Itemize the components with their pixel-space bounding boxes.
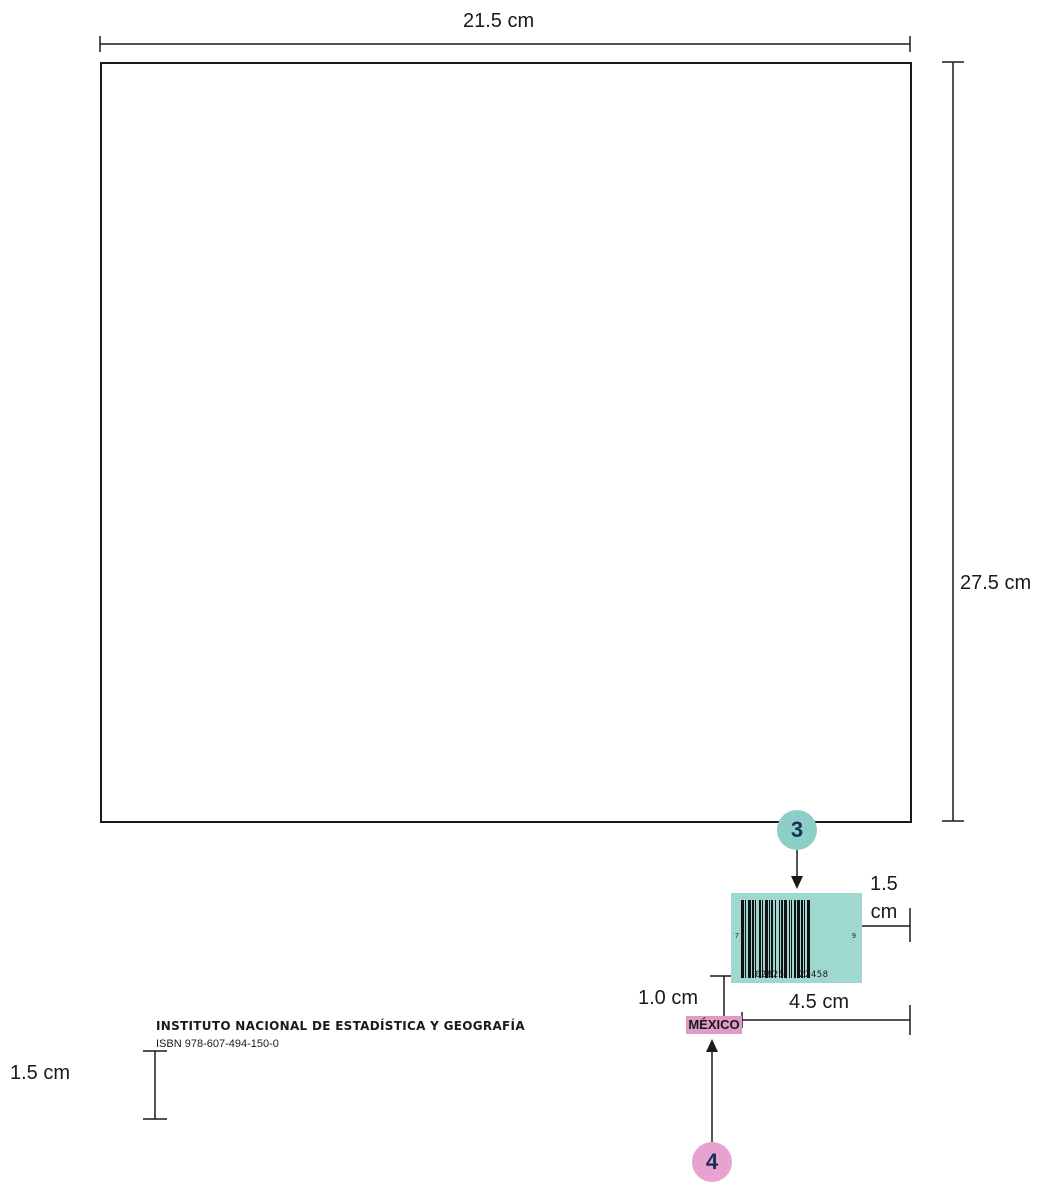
barcode-bar	[807, 900, 810, 978]
barcode-bar	[804, 900, 805, 978]
barcode-bar	[784, 900, 787, 978]
barcode-bar	[781, 900, 783, 978]
barcode-bar	[771, 900, 773, 978]
barcode-number-left: 02825	[755, 970, 785, 980]
barcode-bar	[779, 900, 780, 978]
barcode-bar	[765, 900, 768, 978]
barcode-right-digit: 9	[852, 933, 856, 940]
barcode-left-digit: 7	[735, 933, 739, 940]
barcode-bar	[769, 900, 770, 978]
barcode-bars	[741, 900, 810, 978]
isbn-text: ISBN 978-607-494-150-0	[156, 1038, 279, 1050]
page-frame	[100, 62, 912, 823]
bottom-margin-label: 1.5 cm	[10, 1062, 71, 1084]
mexico-badge: MÉXICO	[686, 1016, 742, 1034]
barcode-gap-label: 1.0 cm	[638, 987, 699, 1009]
institute-name: INSTITUTO NACIONAL DE ESTADÍSTICA Y GEOG…	[156, 1019, 525, 1033]
barcode-bar	[762, 900, 763, 978]
barcode-number-right: 22458	[799, 970, 829, 980]
barcode-right-margin-label: 1.5 cm	[870, 873, 898, 923]
callout-4-badge: 4	[692, 1142, 732, 1182]
barcode-bar	[748, 900, 751, 978]
barcode-bar	[741, 900, 744, 978]
barcode-area: 7 9 02825 22458	[731, 893, 862, 983]
callout-3-arrowhead	[791, 876, 803, 889]
barcode-bar	[745, 900, 746, 978]
barcode-bar	[775, 900, 776, 978]
barcode-bar	[759, 900, 761, 978]
barcode-bar	[797, 900, 800, 978]
barcode-bar	[791, 900, 792, 978]
barcode-bar	[752, 900, 754, 978]
barcode-bar	[801, 900, 803, 978]
height-label: 27.5 cm	[960, 572, 1032, 594]
callout-4-arrowhead	[706, 1039, 718, 1052]
callout-3-badge: 3	[777, 810, 817, 850]
barcode-bar	[789, 900, 790, 978]
mexico-right-label: 4.5 cm	[789, 991, 850, 1013]
barcode-bar	[755, 900, 756, 978]
barcode-bar	[794, 900, 796, 978]
width-label: 21.5 cm	[463, 10, 535, 32]
